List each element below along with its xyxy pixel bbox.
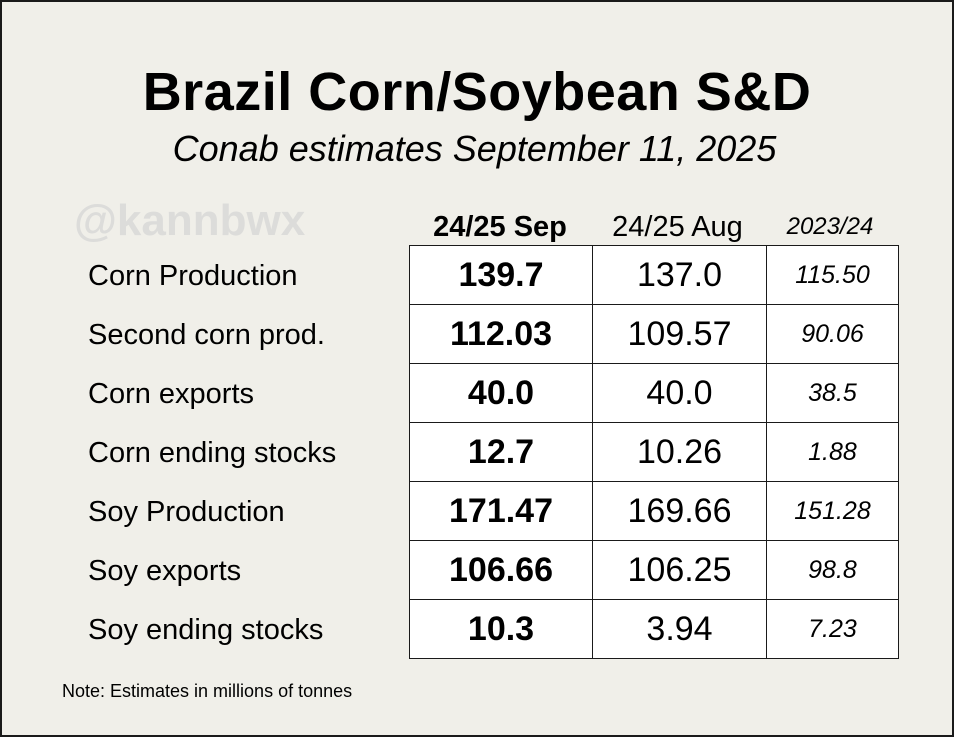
table-row: 40.0 40.0 38.5 (409, 363, 899, 423)
table-row: 106.66 106.25 98.8 (409, 540, 899, 600)
cell-prev: 7.23 (766, 599, 899, 659)
cell-aug: 10.26 (592, 422, 767, 482)
estimates-table: 139.7 137.0 115.50 112.03 109.57 90.06 4… (409, 245, 899, 659)
cell-aug: 106.25 (592, 540, 767, 600)
footnote: Note: Estimates in millions of tonnes (62, 681, 353, 701)
cell-sep: 40.0 (409, 363, 593, 423)
cell-aug: 40.0 (592, 363, 767, 423)
cell-sep: 171.47 (409, 481, 593, 541)
cell-prev: 38.5 (766, 363, 899, 423)
row-label: Corn exports (88, 378, 255, 410)
page-subtitle: Conab estimates September 11, 2025 (172, 128, 777, 169)
column-header-sep: 24/25 Sep (433, 211, 567, 243)
table-row: 12.7 10.26 1.88 (409, 422, 899, 482)
column-header-aug: 24/25 Aug (612, 211, 743, 243)
cell-prev: 115.50 (766, 245, 899, 305)
cell-aug: 137.0 (592, 245, 767, 305)
table-row: 171.47 169.66 151.28 (409, 481, 899, 541)
column-header-prev: 2023/24 (786, 213, 874, 240)
cell-aug: 109.57 (592, 304, 767, 364)
cell-prev: 90.06 (766, 304, 899, 364)
cell-sep: 10.3 (409, 599, 593, 659)
cell-prev: 151.28 (766, 481, 899, 541)
row-label: Soy exports (88, 555, 242, 587)
cell-prev: 1.88 (766, 422, 899, 482)
table-row: 112.03 109.57 90.06 (409, 304, 899, 364)
cell-aug: 169.66 (592, 481, 767, 541)
table-row: 139.7 137.0 115.50 (409, 245, 899, 305)
row-label: Second corn prod. (88, 319, 325, 351)
cell-sep: 12.7 (409, 422, 593, 482)
cell-sep: 139.7 (409, 245, 593, 305)
row-labels: Corn Production Second corn prod. Corn e… (88, 247, 336, 660)
cell-sep: 112.03 (409, 304, 593, 364)
cell-aug: 3.94 (592, 599, 767, 659)
watermark: @kannbwx (74, 196, 306, 245)
cell-prev: 98.8 (766, 540, 899, 600)
row-label: Soy ending stocks (88, 614, 324, 646)
row-label: Corn Production (88, 260, 298, 292)
page-title: Brazil Corn/Soybean S&D (142, 62, 812, 122)
cell-sep: 106.66 (409, 540, 593, 600)
row-label: Corn ending stocks (88, 437, 337, 469)
table-row: 10.3 3.94 7.23 (409, 599, 899, 659)
row-label: Soy Production (88, 496, 285, 528)
